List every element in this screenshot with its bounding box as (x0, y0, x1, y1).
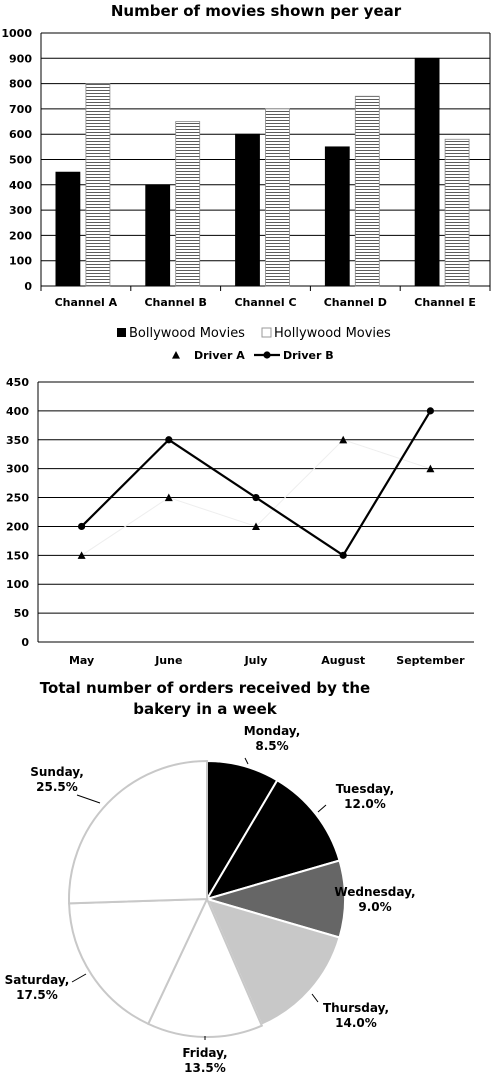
bar-bollywood-movies-channel-a (55, 171, 81, 287)
pie-percent-friday: 13.5% (184, 1061, 226, 1075)
y-tick-label: 350 (6, 434, 29, 447)
y-tick-label: 250 (6, 492, 29, 505)
pie-label-friday: Friday, (182, 1046, 227, 1060)
pie-slice-sunday (68, 759, 208, 905)
y-tick-label: 400 (6, 405, 29, 418)
point-driver-a-june (164, 493, 173, 502)
bar-hollywood-movies-channel-b (175, 121, 201, 287)
y-tick-label: 500 (9, 154, 32, 167)
y-tick-label: 200 (6, 520, 29, 533)
drivers-line-chart: 0 50 100 150 200 250 300 350 400 450 May June July Au… (6, 376, 474, 667)
point-driver-b-may (78, 522, 86, 531)
x-tick-label: Channel C (234, 296, 296, 309)
legend-label-driver-a: Driver A (194, 349, 245, 362)
x-tick-label: Channel B (144, 296, 206, 309)
y-tick-label: 700 (9, 103, 32, 116)
x-tick-label: September (396, 654, 465, 667)
point-driver-a-may (77, 551, 86, 559)
point-driver-b-august (339, 551, 347, 559)
y-tick-label: 400 (9, 179, 32, 192)
pie-title-line-2: bakery in a week (133, 700, 278, 718)
bakery-pie-chart: Total number of orders received by the ba… (5, 679, 416, 1075)
legend-marker-driver-b (263, 351, 271, 359)
legend-marker-driver-a (172, 351, 180, 359)
x-tick-label: Channel A (55, 296, 118, 309)
pie-leader-line (76, 794, 101, 804)
bar-hollywood-movies-channel-c (265, 108, 290, 287)
point-driver-a-august (339, 435, 348, 444)
x-tick-label: August (321, 654, 365, 667)
pie-slice-saturday (68, 897, 209, 1026)
bar-bollywood-movies-channel-c (235, 133, 260, 287)
bar-hollywood-movies-channel-d (354, 95, 380, 287)
pie-percent-tuesday: 12.0% (344, 797, 386, 811)
bar-bollywood-movies-channel-b (145, 184, 171, 287)
bar-bollywood-movies-channel-e (414, 57, 440, 287)
y-tick-label: 150 (6, 549, 29, 562)
legend-label-driver-b: Driver B (283, 349, 334, 362)
pie-label-tuesday: Tuesday, (336, 782, 394, 796)
pie-title-line-1: Total number of orders received by the (40, 679, 370, 697)
point-driver-a-september (426, 464, 435, 473)
pie-percent-monday: 8.5% (255, 739, 288, 753)
pie-leader-line (71, 973, 87, 983)
y-tick-label: 300 (6, 463, 29, 476)
x-tick-label: Channel D (324, 296, 387, 309)
point-driver-b-september (426, 407, 434, 415)
x-tick-label: July (244, 654, 268, 667)
y-tick-label: 0 (21, 636, 29, 649)
x-tick-label: Channel E (414, 296, 476, 309)
y-tick-label: 100 (9, 255, 32, 268)
y-tick-label: 800 (9, 78, 32, 91)
pie-label-saturday: Saturday, (5, 973, 70, 987)
y-tick-label: 0 (24, 280, 32, 293)
legend-label-hollywood: Hollywood Movies (274, 326, 391, 341)
x-tick-label: June (154, 654, 182, 667)
pie-slice-thursday (205, 897, 341, 1027)
pie-percent-saturday: 17.5% (16, 988, 58, 1002)
chart-title: Number of movies shown per year (111, 2, 402, 20)
pie-label-wednesday: Wednesday, (334, 885, 415, 899)
pie-percent-sunday: 25.5% (36, 780, 78, 794)
pie-label-monday: Monday, (244, 724, 301, 738)
pie-percent-thursday: 14.0% (335, 1016, 377, 1030)
y-tick-label: 600 (9, 128, 32, 141)
point-driver-b-july (252, 493, 260, 502)
pie-percent-wednesday: 9.0% (358, 900, 391, 914)
y-tick-label: 50 (14, 607, 30, 620)
legend-swatch-bollywood (117, 328, 126, 337)
y-tick-label: 900 (9, 52, 32, 65)
x-tick-label: May (69, 654, 94, 667)
movies-bar-chart: Number of movies shown per year 0 100 200 30… (1, 2, 491, 362)
point-driver-b-june (165, 436, 173, 444)
y-tick-label: 300 (9, 204, 32, 217)
legend-label-bollywood: Bollywood Movies (129, 326, 245, 341)
pie-leader-line (311, 993, 319, 1003)
pie-label-sunday: Sunday, (30, 765, 84, 779)
pie-label-thursday: Thursday, (323, 1001, 389, 1015)
pie-leader-line (336, 892, 341, 895)
point-driver-a-july (252, 522, 260, 531)
pie-leader-line (244, 757, 249, 765)
pie-leader-line (317, 804, 327, 813)
bar-hollywood-movies-channel-e (444, 138, 470, 287)
y-tick-label: 450 (6, 376, 29, 389)
y-tick-label: 200 (9, 229, 32, 242)
bar-bollywood-movies-channel-d (324, 146, 350, 287)
y-tick-label: 1000 (1, 27, 32, 40)
legend-swatch-hollywood (261, 327, 272, 338)
series-line-driver-b (80, 410, 432, 557)
y-tick-label: 100 (6, 578, 29, 591)
bar-hollywood-movies-channel-a (85, 83, 111, 287)
